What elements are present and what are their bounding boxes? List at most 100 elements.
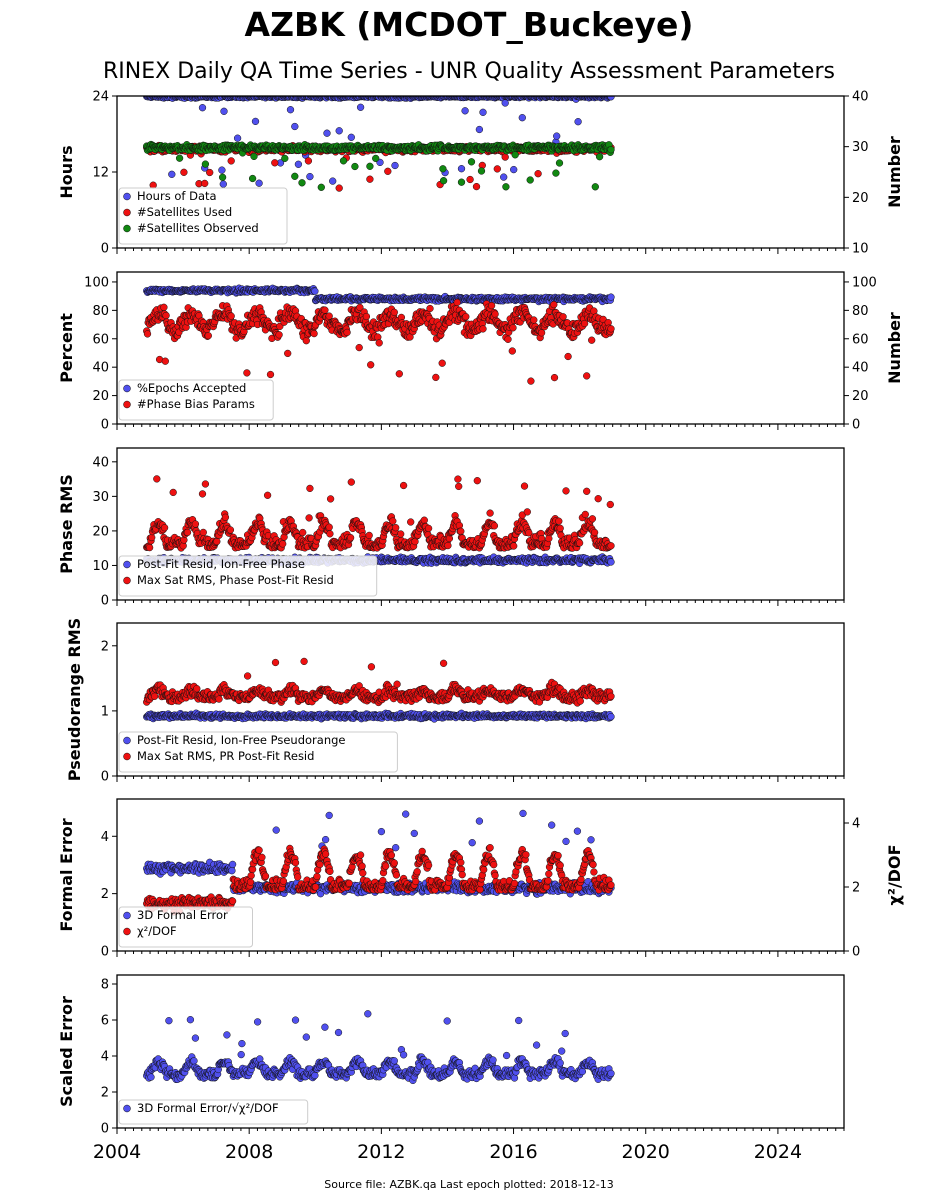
- data-point: [466, 175, 474, 184]
- data-point: [461, 107, 469, 115]
- data-point: [221, 513, 230, 521]
- data-point: [550, 373, 559, 382]
- y2-tick-label: 10: [852, 242, 869, 257]
- data-point: [473, 477, 481, 485]
- legend-marker: [123, 192, 131, 201]
- data-point: [552, 169, 560, 177]
- data-point: [305, 514, 313, 522]
- data-point: [595, 153, 604, 161]
- data-point: [375, 339, 383, 347]
- data-point: [439, 165, 447, 173]
- data-point: [520, 482, 529, 490]
- data-point: [168, 170, 176, 178]
- y2-tick-label: 20: [852, 389, 869, 404]
- data-point: [339, 157, 348, 165]
- data-point: [183, 528, 192, 537]
- data-point: [534, 170, 542, 178]
- data-point: [439, 177, 448, 185]
- panel-2-points: [143, 284, 615, 385]
- data-point: [218, 173, 227, 181]
- data-point: [510, 542, 518, 550]
- data-point: [169, 488, 177, 497]
- series-1-points: [143, 96, 615, 188]
- series-2-points: [143, 298, 615, 385]
- y2-tick-label: 100: [852, 275, 877, 290]
- figure-title: AZBK (MCDOT_Buckeye): [245, 5, 694, 44]
- data-point: [206, 168, 214, 177]
- data-point: [213, 537, 221, 546]
- legend-entry: #Satellites Used: [137, 205, 232, 219]
- data-point: [462, 313, 470, 321]
- data-point: [291, 172, 299, 180]
- data-point: [553, 132, 561, 140]
- legend-entry: %Epochs Accepted: [137, 381, 246, 395]
- data-point: [523, 508, 531, 516]
- y2-tick-label: 40: [852, 90, 869, 105]
- legend-entry: #Phase Bias Params: [137, 397, 255, 411]
- data-point: [367, 361, 375, 369]
- data-point: [574, 118, 582, 126]
- y-tick-label: 40: [92, 361, 109, 376]
- data-point: [500, 173, 508, 181]
- data-point: [390, 308, 398, 316]
- y2-axis-label: Number: [885, 312, 904, 384]
- data-point: [160, 303, 168, 311]
- data-point: [294, 160, 303, 168]
- y-tick-label: 60: [92, 332, 109, 347]
- y-tick-label: 40: [92, 455, 109, 470]
- data-point: [355, 343, 363, 352]
- y-axis-label: Phase RMS: [57, 474, 76, 574]
- data-point: [304, 157, 313, 165]
- data-point: [248, 174, 257, 183]
- data-point: [511, 151, 519, 159]
- y2-tick-label: 30: [852, 140, 869, 155]
- data-point: [263, 491, 272, 499]
- y-axis-label: Hours: [57, 145, 76, 198]
- legend-entry: Post-Fit Resid, Ion-Free Phase: [137, 557, 305, 571]
- y-tick-label: 0: [101, 594, 109, 609]
- data-point: [607, 542, 615, 550]
- data-point: [477, 167, 486, 175]
- data-point: [575, 539, 584, 547]
- legend-entry: Hours of Data: [137, 189, 217, 203]
- data-point: [420, 516, 428, 524]
- data-point: [490, 522, 499, 530]
- panel-4-points: [143, 657, 615, 723]
- data-point: [583, 487, 591, 495]
- data-point: [366, 162, 374, 170]
- y2-tick-label: 60: [852, 332, 869, 347]
- data-point: [180, 168, 188, 176]
- data-point: [399, 481, 408, 490]
- data-point: [191, 520, 200, 528]
- data-point: [475, 125, 484, 134]
- data-point: [279, 540, 287, 548]
- data-point: [251, 117, 260, 126]
- data-point: [526, 176, 534, 184]
- data-point: [591, 183, 599, 191]
- data-point: [362, 312, 371, 321]
- data-point: [326, 495, 335, 503]
- data-point: [555, 159, 564, 167]
- data-point: [432, 373, 440, 382]
- legend-box: [118, 187, 288, 245]
- data-point: [204, 332, 212, 340]
- y2-tick-label: 0: [852, 418, 860, 433]
- y-tick-label: 80: [92, 304, 109, 319]
- data-point: [299, 528, 307, 537]
- data-point: [606, 500, 614, 509]
- data-point: [281, 154, 289, 163]
- data-point: [162, 311, 170, 320]
- panel-3-points: [143, 475, 615, 568]
- data-point: [323, 129, 331, 137]
- data-point: [220, 107, 228, 115]
- data-point: [607, 325, 615, 333]
- data-point: [391, 161, 399, 170]
- data-point: [199, 528, 207, 537]
- data-point: [501, 153, 509, 161]
- data-point: [198, 104, 207, 112]
- data-point: [588, 336, 596, 344]
- data-point: [250, 152, 258, 161]
- data-point: [581, 510, 589, 519]
